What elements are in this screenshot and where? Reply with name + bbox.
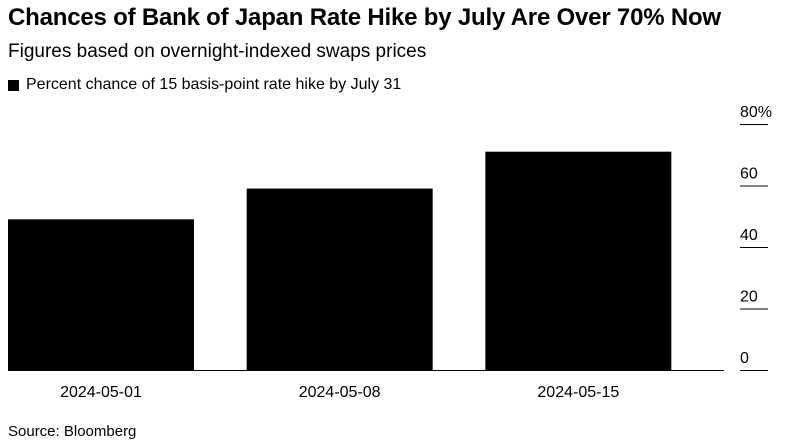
x-tick-label: 2024-05-01 bbox=[60, 384, 142, 401]
y-tick-label: 80% bbox=[740, 104, 772, 121]
x-tick-label: 2024-05-15 bbox=[537, 384, 619, 401]
x-axis-labels: 2024-05-01 2024-05-08 2024-05-15 bbox=[60, 384, 619, 401]
y-axis-ticks: 0 20 40 60 80% bbox=[740, 104, 772, 371]
y-tick-label: 0 bbox=[740, 350, 749, 367]
chart-title: Chances of Bank of Japan Rate Hike by Ju… bbox=[8, 4, 721, 31]
bar-2024-05-01 bbox=[8, 219, 194, 370]
y-tick-label: 60 bbox=[740, 166, 758, 183]
source-note: Source: Bloomberg bbox=[8, 423, 137, 440]
bar-2024-05-15 bbox=[485, 151, 672, 370]
legend: Percent chance of 15 basis-point rate hi… bbox=[8, 76, 401, 94]
legend-swatch bbox=[8, 79, 19, 91]
x-tick-label: 2024-05-08 bbox=[299, 384, 381, 401]
bars-group bbox=[8, 151, 724, 371]
y-tick-label: 20 bbox=[740, 289, 758, 306]
bar-2024-05-08 bbox=[246, 188, 433, 370]
legend-label: Percent chance of 15 basis-point rate hi… bbox=[26, 76, 402, 93]
y-tick-label: 40 bbox=[740, 227, 758, 244]
chart-subtitle: Figures based on overnight-indexed swaps… bbox=[8, 41, 427, 62]
